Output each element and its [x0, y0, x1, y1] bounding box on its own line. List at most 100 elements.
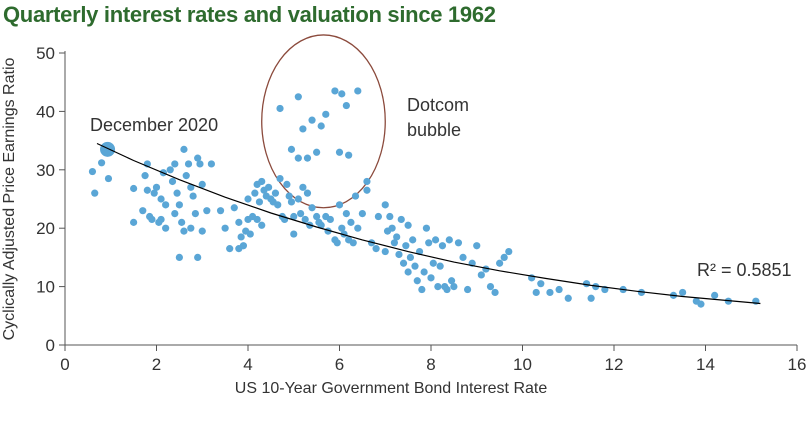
r-squared-label: R² = 0.5851 [697, 260, 792, 280]
data-point [393, 233, 401, 241]
data-point [363, 186, 371, 194]
data-point [431, 236, 440, 244]
data-point [399, 259, 408, 267]
data-point [246, 230, 254, 238]
data-point [168, 177, 177, 186]
x-tick-label: 0 [60, 355, 69, 374]
highlight-point [100, 141, 116, 157]
data-point [98, 159, 106, 167]
data-point [299, 183, 307, 191]
data-point [290, 212, 298, 221]
data-point [175, 201, 183, 209]
data-point [374, 212, 382, 221]
data-point [152, 183, 161, 191]
data-point [196, 160, 204, 168]
dotcom-label-line-1: Dotcom [407, 95, 469, 115]
data-point [171, 210, 179, 218]
data-point [351, 192, 360, 200]
data-points [88, 87, 760, 308]
data-point [338, 90, 346, 98]
data-point [434, 283, 442, 291]
data-point [216, 207, 225, 215]
data-point [271, 189, 280, 197]
data-point [221, 224, 229, 232]
data-point [338, 224, 346, 232]
data-point [397, 215, 405, 224]
data-point [239, 242, 248, 250]
data-point [587, 294, 595, 302]
data-point [244, 195, 252, 203]
data-point [173, 189, 181, 197]
data-point [175, 253, 183, 261]
data-point [429, 259, 437, 267]
data-point [464, 285, 472, 294]
data-point [363, 177, 371, 186]
data-point [406, 253, 415, 261]
data-point [303, 189, 312, 197]
data-point [194, 154, 202, 162]
data-point [88, 167, 97, 176]
data-point [276, 174, 284, 183]
data-point [130, 218, 138, 226]
data-point [427, 274, 435, 282]
y-tick-label: 20 [36, 219, 55, 238]
data-point [198, 227, 206, 235]
data-point [331, 87, 339, 95]
data-point [335, 148, 344, 156]
data-point [711, 291, 719, 299]
data-point [402, 242, 410, 250]
data-point [171, 160, 179, 168]
data-point [473, 242, 481, 250]
data-point [425, 239, 433, 247]
data-point [372, 245, 380, 253]
data-point [287, 198, 296, 206]
fit-curve [96, 142, 761, 305]
data-point [182, 172, 190, 180]
data-point [207, 160, 215, 168]
data-point [418, 285, 426, 294]
x-tick-label: 6 [335, 355, 344, 374]
x-tick-label: 2 [152, 355, 161, 374]
data-point [443, 285, 451, 294]
data-point [285, 192, 293, 200]
data-point [445, 236, 453, 244]
data-point [150, 189, 158, 197]
data-point [386, 212, 394, 221]
data-point [335, 201, 344, 209]
data-point [354, 224, 362, 232]
x-tick-label: 4 [243, 355, 252, 374]
data-point [130, 184, 138, 193]
data-point [381, 201, 389, 209]
data-point [349, 239, 357, 247]
data-point [141, 172, 149, 180]
data-point [166, 166, 174, 174]
data-point [139, 207, 147, 215]
data-point [143, 186, 151, 194]
data-point [303, 154, 312, 162]
data-point [184, 160, 193, 168]
data-point [313, 148, 321, 156]
data-point [157, 215, 165, 224]
highlight-label: December 2020 [90, 115, 218, 135]
data-point [226, 245, 234, 253]
data-point [409, 236, 417, 244]
data-point [313, 212, 321, 221]
fit-curve-layer [96, 142, 761, 305]
data-point [255, 198, 264, 206]
data-point [187, 224, 195, 232]
data-point [290, 230, 298, 238]
data-point [189, 192, 197, 200]
data-point [555, 285, 563, 294]
data-point [345, 151, 353, 159]
dotcom-bubble-ellipse [261, 34, 386, 209]
y-tick-label: 0 [46, 336, 55, 355]
data-point [317, 122, 325, 130]
x-tick-label: 12 [605, 355, 624, 374]
data-point [582, 280, 591, 288]
y-tick-label: 30 [36, 161, 55, 180]
data-point [411, 262, 419, 270]
data-point [637, 288, 646, 297]
data-point [413, 277, 421, 285]
data-point [342, 101, 350, 110]
